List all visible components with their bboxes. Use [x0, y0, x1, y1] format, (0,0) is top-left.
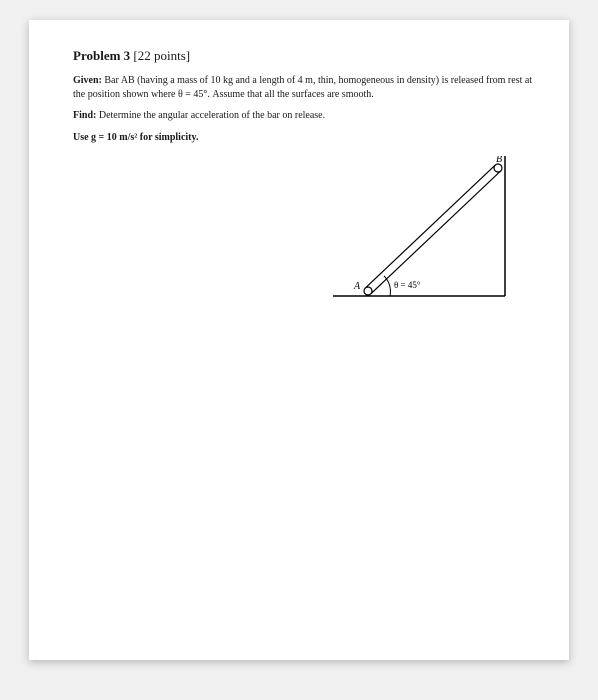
svg-text:A: A: [353, 281, 361, 292]
find-text: Determine the angular acceleration of th…: [96, 110, 325, 121]
given-text: Bar AB (having a mass of 10 kg and a len…: [73, 75, 532, 100]
use-label: Use g = 10 m/s² for simplicity.: [73, 132, 198, 143]
svg-text:θ = 45°: θ = 45°: [394, 280, 421, 290]
figure-svg: A Bθ = 45°: [333, 156, 523, 316]
title-points: [22 points]: [130, 48, 190, 63]
title-prefix: Problem 3: [73, 48, 130, 63]
given-label: Given:: [73, 75, 102, 86]
figure-container: A Bθ = 45°: [73, 152, 541, 316]
use-line: Use g = 10 m/s² for simplicity.: [73, 131, 541, 145]
problem-title: Problem 3 [22 points]: [73, 48, 541, 64]
svg-text:B: B: [496, 156, 502, 165]
page: Problem 3 [22 points] Given: Bar AB (hav…: [29, 20, 569, 660]
given-line: Given: Bar AB (having a mass of 10 kg an…: [73, 74, 541, 101]
find-line: Find: Determine the angular acceleration…: [73, 109, 541, 123]
find-label: Find:: [73, 110, 96, 121]
